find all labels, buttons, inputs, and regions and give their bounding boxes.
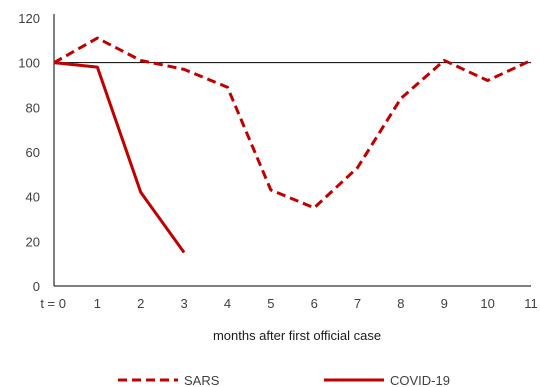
y-tick-label: 0 — [33, 279, 40, 294]
legend-label: SARS — [184, 373, 220, 387]
x-tick-label: 8 — [397, 296, 404, 311]
y-tick-label: 100 — [18, 56, 40, 71]
x-tick-label: 6 — [311, 296, 318, 311]
x-tick-label: 4 — [224, 296, 231, 311]
x-tick-label: 11 — [524, 296, 538, 311]
y-tick-label: 80 — [26, 100, 40, 115]
y-tick-label: 40 — [26, 190, 40, 205]
legend-label: COVID-19 — [390, 373, 450, 387]
x-tick-label: 5 — [267, 296, 274, 311]
x-tick-label: 7 — [354, 296, 361, 311]
x-tick-label: 10 — [480, 296, 494, 311]
y-tick-label: 60 — [26, 145, 40, 160]
x-tick-label: 2 — [137, 296, 144, 311]
y-tick-label: 120 — [18, 11, 40, 26]
x-tick-label: 9 — [441, 296, 448, 311]
x-tick-label: 1 — [94, 296, 101, 311]
series-line-covid-19 — [54, 63, 184, 253]
legend: SARS COVID-19 — [118, 373, 450, 387]
x-axis-title: months after first official case — [213, 328, 381, 343]
y-axis-ticks: 0 20 40 60 80 100 120 — [18, 11, 40, 294]
x-tick-label: 3 — [180, 296, 187, 311]
series-line-sars — [54, 38, 531, 208]
x-tick-label: t = 0 — [40, 296, 66, 311]
y-tick-label: 20 — [26, 234, 40, 249]
x-axis-ticks: t = 0 1 2 3 4 5 6 7 8 9 10 11 — [40, 296, 537, 311]
series-layer — [54, 38, 531, 252]
